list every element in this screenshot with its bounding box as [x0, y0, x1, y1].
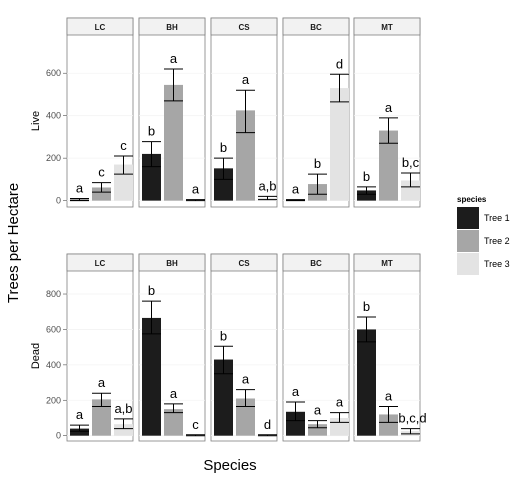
strip-mt [353, 253, 421, 272]
y-axis-title: Trees per Hectare [5, 183, 22, 303]
significance-label: a [242, 72, 250, 87]
strip-lc [66, 253, 134, 272]
bar-live-bh-tree1 [142, 153, 161, 201]
strip-label-bh: BH [166, 23, 178, 32]
strip-label-cs: CS [238, 259, 250, 268]
significance-label: a [170, 386, 178, 401]
y-tick-label: 200 [46, 395, 61, 405]
significance-label: a [292, 384, 300, 399]
significance-label: c [192, 417, 199, 432]
row-label-dead: Dead [30, 343, 42, 369]
bar-dead-mt-tree2 [379, 414, 398, 436]
strip-label-bh: BH [166, 259, 178, 268]
significance-label: a [170, 51, 178, 66]
legend-swatch-tree1 [457, 207, 479, 229]
significance-label: b [148, 283, 155, 298]
bar-dead-lc-tree2 [92, 399, 111, 436]
legend-title: species [457, 195, 487, 204]
significance-label: c [120, 138, 127, 153]
strip-cs [210, 253, 278, 272]
bar-dead-cs-tree2 [236, 398, 255, 436]
strip-bc [282, 17, 350, 36]
strip-label-lc: LC [95, 259, 106, 268]
significance-label: a [314, 403, 322, 418]
y-tick-label: 800 [46, 289, 61, 299]
significance-label: d [336, 56, 343, 71]
y-tick-label: 0 [56, 196, 61, 206]
strip-mt [353, 17, 421, 36]
strip-bh [138, 17, 206, 36]
significance-label: a [336, 395, 344, 410]
bar-live-bh-tree2 [164, 84, 183, 201]
bar-dead-bh-tree2 [164, 409, 183, 436]
strip-bh [138, 253, 206, 272]
legend-swatch-tree3 [457, 253, 479, 275]
x-axis-title: Species [203, 457, 256, 474]
y-tick-label: 600 [46, 324, 61, 334]
significance-label: b [148, 124, 155, 139]
bar-live-lc-tree2 [92, 187, 111, 201]
panel-frame [282, 253, 350, 442]
row-label-live: Live [30, 111, 42, 131]
significance-label: a [192, 182, 200, 197]
legend-label-tree2: Tree 2 [484, 236, 510, 246]
bar-dead-lc-tree3 [114, 424, 133, 436]
significance-label: a [242, 372, 250, 387]
significance-label: a [385, 388, 393, 403]
significance-label: d [264, 417, 271, 432]
bar-dead-bc-tree1 [286, 411, 305, 436]
legend-label-tree1: Tree 1 [484, 213, 510, 223]
significance-label: a [385, 100, 393, 115]
bar-dead-cs-tree1 [214, 359, 233, 436]
bar-live-lc-tree3 [114, 164, 133, 201]
y-tick-label: 400 [46, 111, 61, 121]
strip-label-lc: LC [95, 23, 106, 32]
significance-label: a [76, 407, 84, 422]
y-tick-label: 600 [46, 68, 61, 78]
significance-label: b,c [402, 155, 420, 170]
significance-label: b,c,d [398, 411, 426, 426]
bar-dead-bh-tree1 [142, 317, 161, 436]
significance-label: a [98, 375, 106, 390]
bar-dead-bc-tree2 [308, 424, 327, 436]
significance-label: b [363, 299, 370, 314]
legend-label-tree3: Tree 3 [484, 259, 510, 269]
strip-label-bc: BC [310, 259, 322, 268]
legend-swatch-tree2 [457, 230, 479, 252]
bar-dead-mt-tree1 [357, 329, 376, 436]
bar-dead-lc-tree1 [70, 428, 89, 436]
significance-label: b [220, 140, 227, 155]
y-tick-label: 200 [46, 153, 61, 163]
strip-cs [210, 17, 278, 36]
significance-label: a,b [258, 178, 276, 193]
strip-label-mt: MT [381, 23, 393, 32]
significance-label: a [76, 181, 84, 196]
bar-live-bc-tree3 [330, 88, 349, 201]
y-tick-label: 400 [46, 360, 61, 370]
strip-label-cs: CS [238, 23, 250, 32]
strip-label-bc: BC [310, 23, 322, 32]
significance-label: c [98, 165, 105, 180]
bar-live-mt-tree2 [379, 130, 398, 201]
bar-live-cs-tree1 [214, 168, 233, 201]
y-tick-label: 0 [56, 431, 61, 441]
significance-label: b [220, 328, 227, 343]
strip-lc [66, 17, 134, 36]
bar-live-mt-tree1 [357, 190, 376, 201]
significance-label: b [314, 156, 321, 171]
strip-bc [282, 253, 350, 272]
strip-label-mt: MT [381, 259, 393, 268]
significance-label: a [292, 182, 300, 197]
bar-live-mt-tree3 [401, 180, 420, 201]
significance-label: b [363, 169, 370, 184]
significance-label: a,b [114, 401, 132, 416]
